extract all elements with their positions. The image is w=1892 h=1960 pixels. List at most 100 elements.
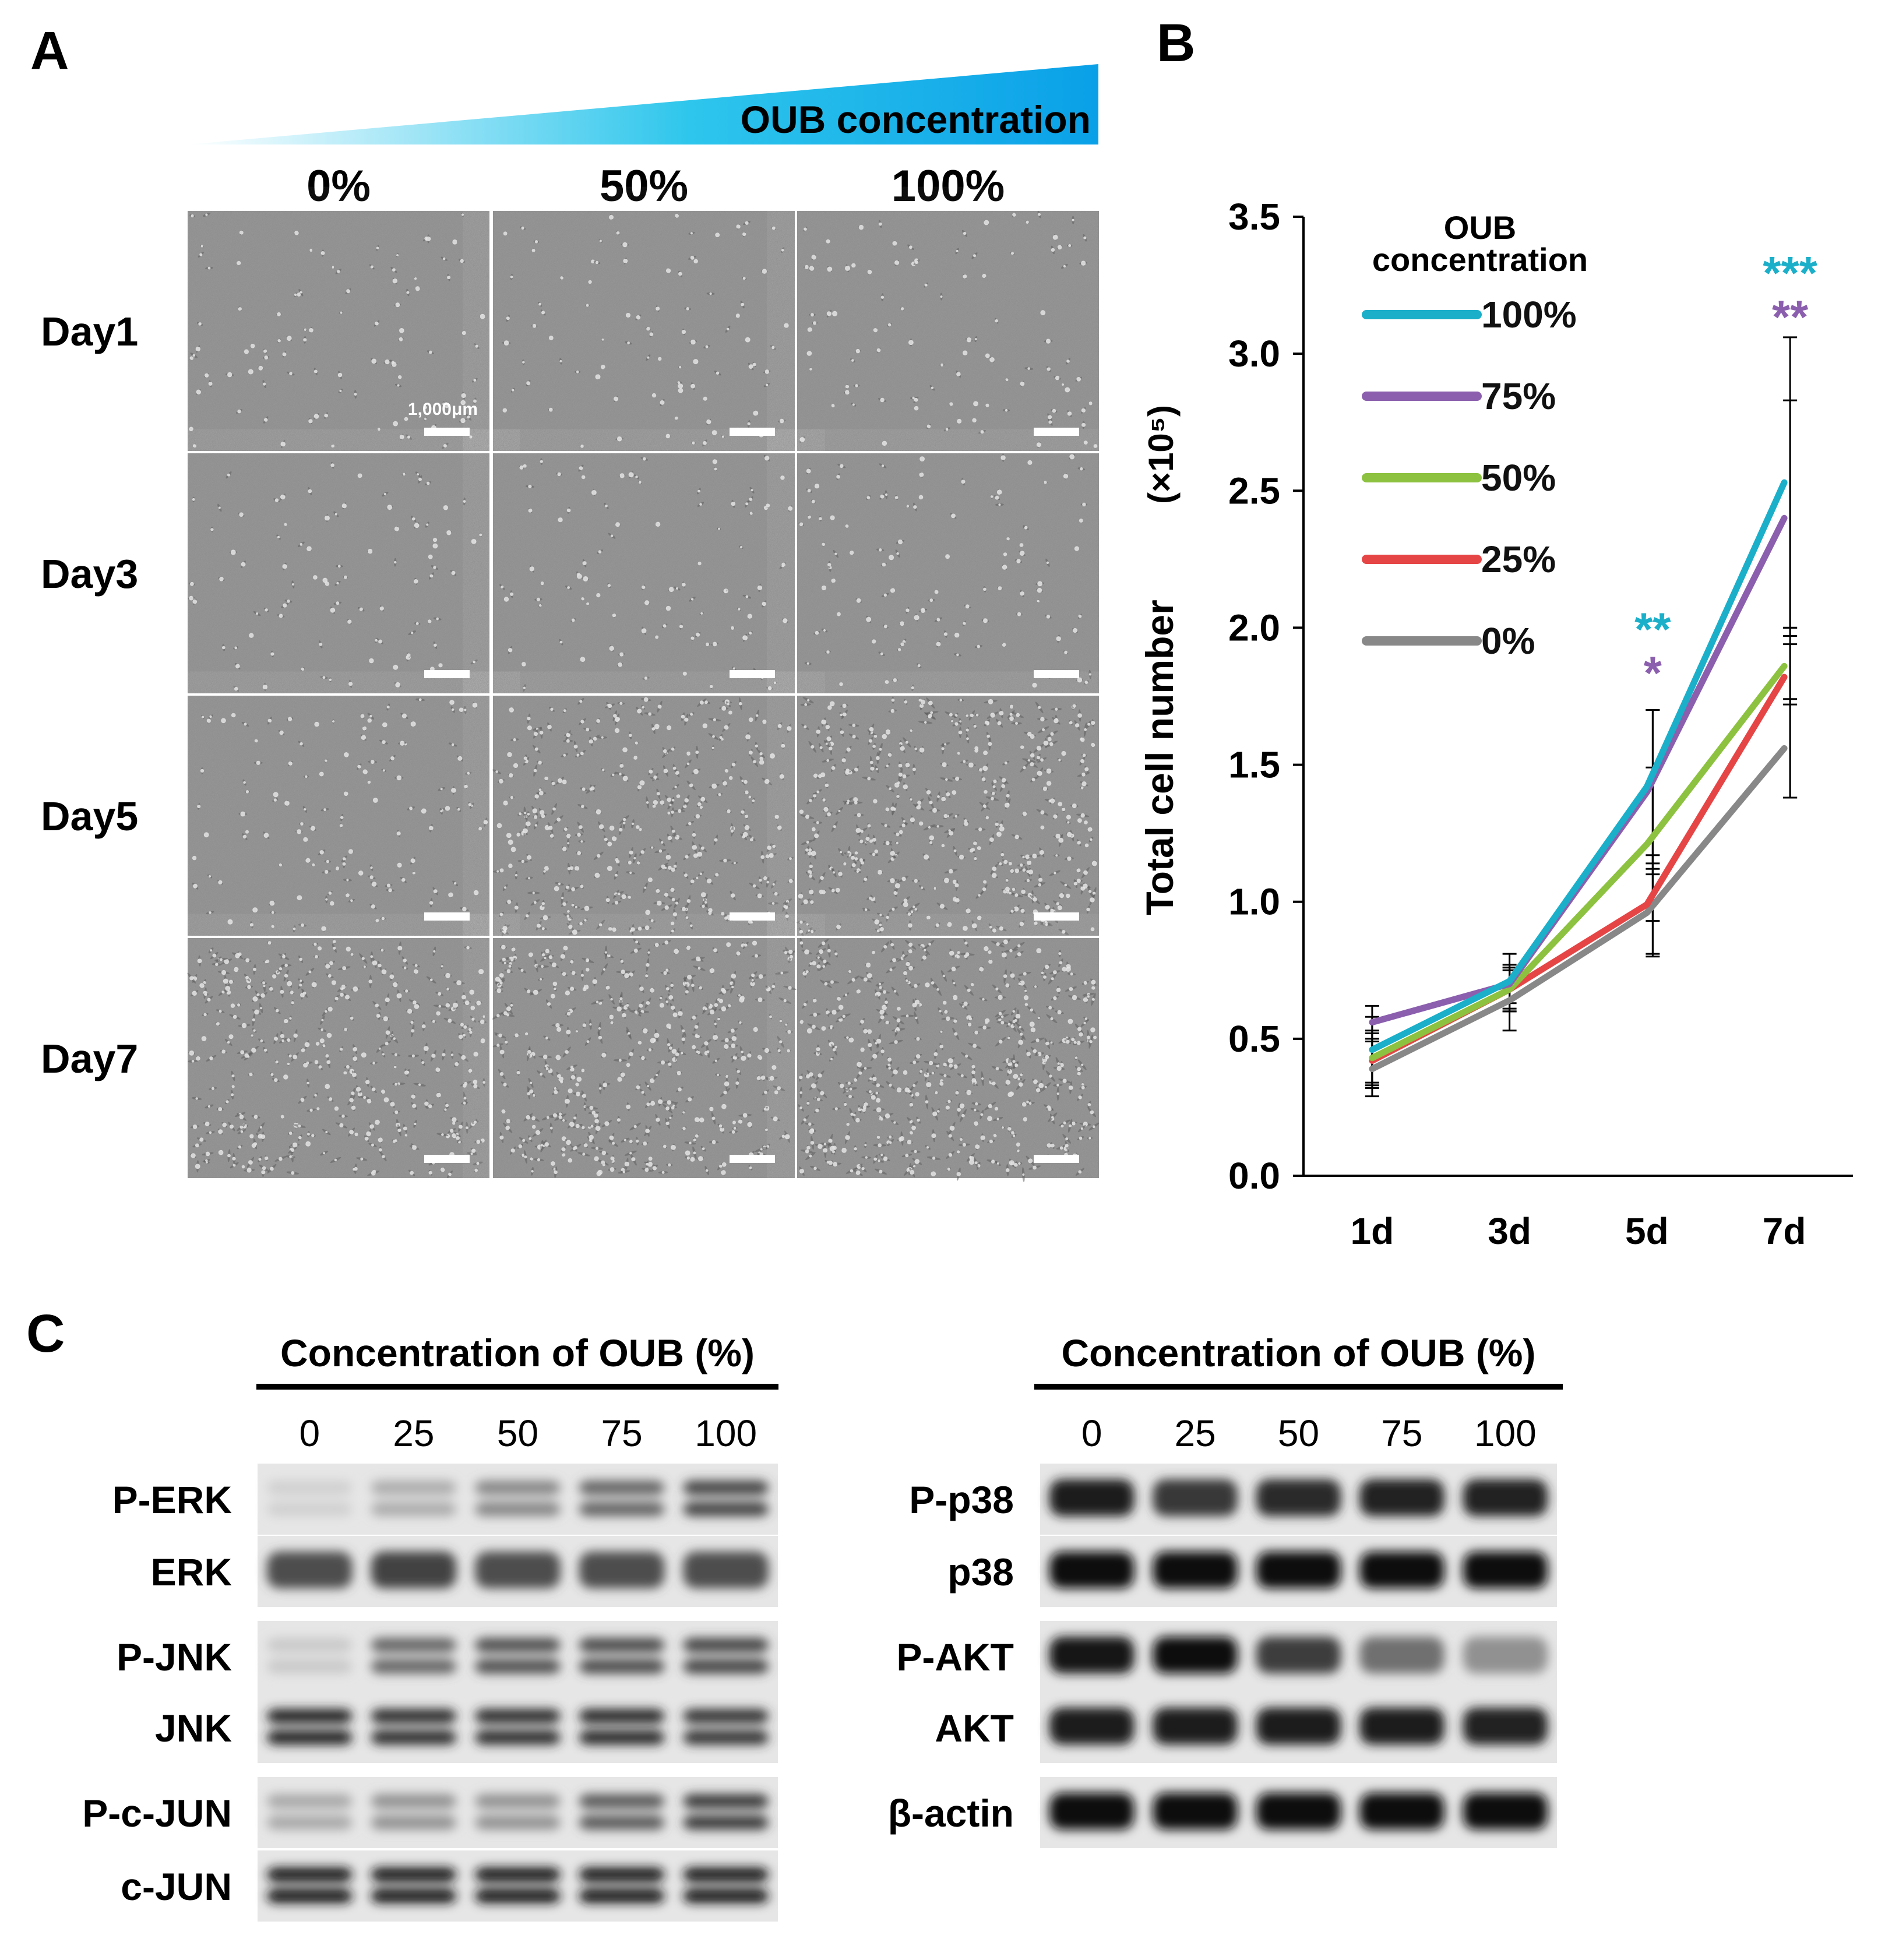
cell-nucleus xyxy=(777,724,782,728)
cell-nucleus xyxy=(496,870,499,873)
cell-nucleus xyxy=(1073,628,1077,633)
cell-nucleus xyxy=(690,339,696,345)
cell-nucleus xyxy=(1055,833,1060,839)
cell-nucleus xyxy=(730,893,735,898)
cell-nucleus xyxy=(601,365,605,369)
cell-nucleus xyxy=(724,1044,729,1049)
cell-nucleus xyxy=(630,927,635,932)
cell-nucleus xyxy=(813,1166,817,1171)
cell-nucleus xyxy=(414,523,420,528)
cell-nucleus xyxy=(1067,821,1070,824)
cell-nucleus xyxy=(1083,440,1088,445)
cell-nucleus xyxy=(982,998,985,1001)
cell-nucleus xyxy=(1020,381,1025,386)
cell-nucleus xyxy=(636,861,640,865)
cell-nucleus xyxy=(741,1055,746,1061)
cell-nucleus xyxy=(868,739,872,743)
cell-nucleus xyxy=(624,1161,629,1166)
cell-nucleus xyxy=(283,1074,288,1080)
cell-nucleus xyxy=(354,393,357,396)
cell-nucleus xyxy=(832,311,838,316)
cell-nucleus xyxy=(896,795,900,798)
cell-nucleus xyxy=(576,371,579,373)
cell-nucleus xyxy=(576,1077,582,1082)
cell-nucleus xyxy=(1005,1168,1010,1172)
cell-nucleus xyxy=(533,989,538,995)
cell-nucleus xyxy=(716,371,720,375)
cell-nucleus xyxy=(619,652,624,657)
cell-nucleus xyxy=(323,808,326,812)
cell-nucleus xyxy=(1057,1062,1060,1065)
cell-nucleus xyxy=(861,861,864,865)
cell-nucleus xyxy=(289,372,293,375)
cell-nucleus xyxy=(845,265,850,271)
micrograph-day3-0 xyxy=(188,453,489,693)
cell-nucleus xyxy=(256,760,260,765)
cell-nucleus xyxy=(339,1123,344,1127)
cell-nucleus xyxy=(945,428,949,431)
cell-nucleus xyxy=(447,276,451,280)
cell-nucleus xyxy=(905,741,908,744)
cell-nucleus xyxy=(209,1056,213,1060)
cell-nucleus xyxy=(999,1039,1003,1044)
cell-nucleus xyxy=(845,524,849,528)
cell-nucleus xyxy=(580,840,583,843)
cell-nucleus xyxy=(692,1045,696,1049)
cell-nucleus xyxy=(711,430,717,435)
cell-nucleus xyxy=(195,1164,200,1169)
cell-nucleus xyxy=(421,808,427,814)
cell-nucleus xyxy=(980,430,984,434)
cell-nucleus xyxy=(319,850,324,855)
scale-bar xyxy=(424,670,470,678)
cell-nucleus xyxy=(396,831,401,836)
cell-nucleus xyxy=(297,829,302,834)
cell-nucleus xyxy=(837,612,841,616)
cell-nucleus xyxy=(838,809,841,812)
cell-nucleus xyxy=(438,663,443,668)
cell-nucleus xyxy=(860,830,864,833)
cell-nucleus xyxy=(231,1093,234,1097)
cell-nucleus xyxy=(914,879,918,883)
cell-nucleus xyxy=(394,1083,397,1086)
cell-nucleus xyxy=(912,396,915,400)
cell-nucleus xyxy=(341,985,346,989)
cell-nucleus xyxy=(608,954,611,958)
cell-nucleus xyxy=(990,495,993,498)
cell-nucleus xyxy=(983,805,987,808)
cell-nucleus xyxy=(669,803,672,806)
cell-nucleus xyxy=(442,1053,446,1057)
cell-nucleus xyxy=(580,884,584,889)
cell-nucleus xyxy=(872,639,876,644)
cell-nucleus xyxy=(1080,786,1084,789)
cell-nucleus xyxy=(840,730,844,734)
cell-nucleus xyxy=(222,1122,227,1127)
cell-nucleus xyxy=(788,506,793,511)
cell-nucleus xyxy=(566,834,571,838)
cell-nucleus xyxy=(542,915,548,921)
cell-nucleus xyxy=(711,783,717,789)
cell-nucleus xyxy=(887,323,892,327)
cell-nucleus xyxy=(836,924,841,929)
cell-nucleus xyxy=(718,1124,723,1128)
cell-nucleus xyxy=(284,1018,288,1024)
cell-nucleus xyxy=(370,955,374,958)
cell-nucleus xyxy=(926,424,931,428)
cell-nucleus xyxy=(789,857,792,861)
cell-nucleus xyxy=(623,259,628,263)
cell-nucleus xyxy=(499,912,503,916)
cell-nucleus xyxy=(473,1120,477,1124)
cell-nucleus xyxy=(580,657,586,662)
cell-nucleus xyxy=(834,552,837,555)
cell-nucleus xyxy=(365,1080,370,1084)
cell-nucleus xyxy=(774,892,778,896)
cell-nucleus xyxy=(276,1009,279,1013)
cell-nucleus xyxy=(954,632,960,638)
cell-nucleus xyxy=(475,344,478,348)
cell-nucleus xyxy=(887,753,892,757)
cell-nucleus xyxy=(263,833,269,838)
cell-nucleus xyxy=(191,214,194,218)
cell-nucleus xyxy=(554,1090,558,1094)
cell-nucleus xyxy=(508,840,513,845)
cell-nucleus xyxy=(684,717,689,722)
cell-nucleus xyxy=(1053,996,1057,1000)
